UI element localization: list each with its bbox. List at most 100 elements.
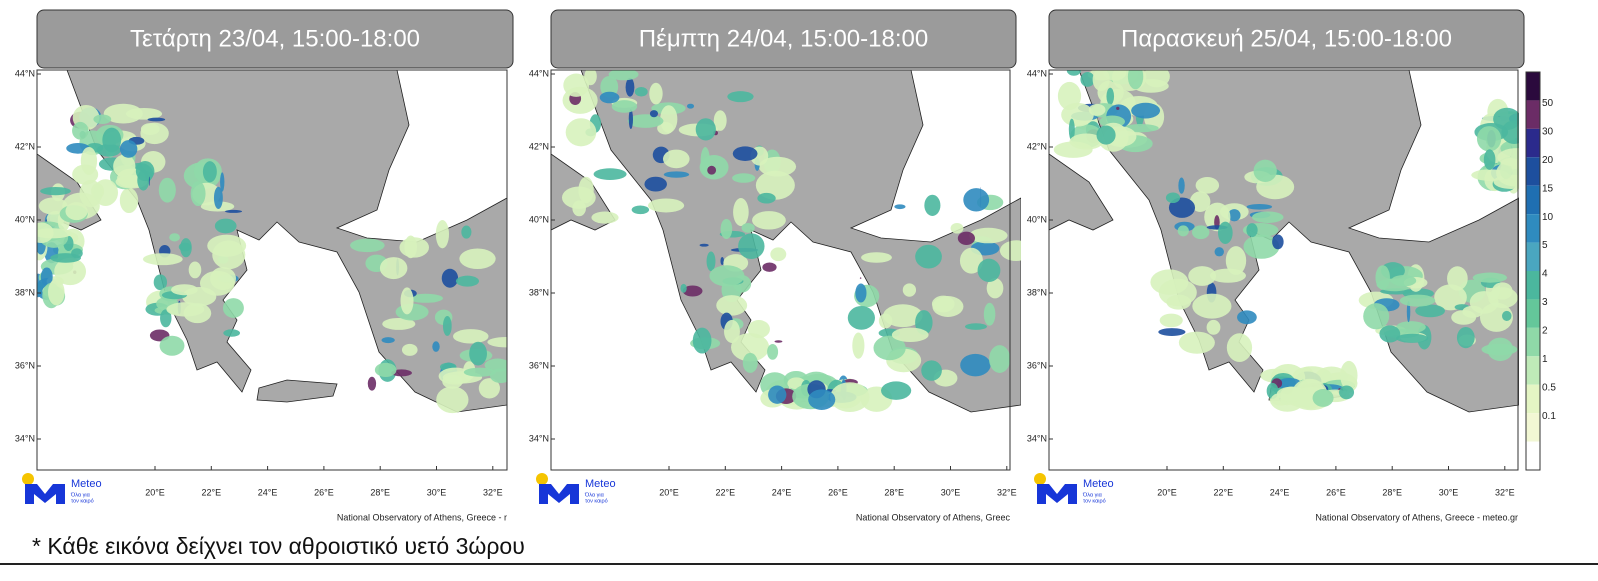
- latitude-label: 38°N: [529, 287, 549, 297]
- precipitation-area: [103, 103, 143, 124]
- latitude-label: 44°N: [1027, 68, 1047, 78]
- precipitation-area: [983, 302, 996, 326]
- precipitation-area: [649, 110, 658, 118]
- precipitation-area: [72, 121, 89, 140]
- latitude-label: 34°N: [15, 433, 35, 443]
- colorbar-label: 0.5: [1542, 382, 1556, 393]
- precipitation-area: [1312, 389, 1334, 407]
- precipitation-area: [921, 360, 942, 381]
- precipitation-area: [741, 222, 755, 233]
- precipitation-area: [442, 315, 452, 336]
- precipitation-area: [1456, 326, 1475, 349]
- precipitation-area: [742, 352, 758, 373]
- precipitation-area: [1206, 319, 1221, 335]
- credit: National Observatory of Athens, Greece -…: [1315, 512, 1518, 522]
- precipitation-area: [878, 313, 893, 329]
- precipitation-area: [986, 277, 1004, 299]
- precipitation-area: [969, 227, 1008, 244]
- precipitation-area: [1165, 192, 1181, 203]
- colorbar-label: 4: [1542, 269, 1548, 280]
- precipitation-area: [1209, 268, 1246, 283]
- map: [37, 70, 507, 470]
- precipitation-area: [732, 146, 758, 161]
- logo-tagline: Όλα για: [1082, 492, 1103, 498]
- latitude-label: 36°N: [15, 360, 35, 370]
- precipitation-area: [1177, 225, 1189, 237]
- precipitation-area: [159, 335, 185, 356]
- longitude-label: 30°E: [941, 487, 961, 497]
- precipitation-area: [861, 252, 892, 263]
- colorbar-band: [1526, 413, 1540, 442]
- precipitation-area: [999, 240, 1021, 261]
- map-frame: [36, 69, 508, 471]
- precipitation-area: [649, 82, 663, 105]
- precipitation-area: [724, 319, 740, 344]
- precipitation-area: [733, 198, 749, 227]
- precipitation-area: [682, 285, 703, 297]
- colorbar-band: [1526, 271, 1540, 300]
- precipitation-area: [1472, 272, 1508, 283]
- precipitation-area: [463, 367, 496, 377]
- precipitation-area: [847, 305, 875, 330]
- latitude-label: 36°N: [529, 360, 549, 370]
- panel-header: [1048, 9, 1525, 69]
- precipitation-area: [873, 335, 906, 361]
- precipitation-area: [662, 149, 690, 169]
- precipitation-area: [1192, 293, 1232, 319]
- colorbar-band: [1526, 242, 1540, 271]
- precipitation-area: [1399, 294, 1436, 307]
- credit: National Observatory of Athens, Greec: [856, 512, 1011, 522]
- precipitation-area: [663, 171, 690, 178]
- latitude-label: 38°N: [15, 287, 35, 297]
- precipitation-area: [459, 248, 496, 269]
- latitude-label: 44°N: [529, 68, 549, 78]
- precipitation-area: [119, 140, 138, 158]
- precipitation-area: [158, 177, 176, 203]
- precipitation-area: [40, 267, 53, 287]
- precipitation-area: [1396, 333, 1429, 343]
- logo-tagline: τον καιρό: [585, 497, 608, 504]
- precipitation-area: [435, 220, 450, 249]
- longitude-label: 30°E: [1439, 487, 1459, 497]
- precipitation-area: [401, 343, 418, 356]
- precipitation-area: [478, 378, 500, 399]
- precipitation-area: [1158, 278, 1197, 307]
- latitude-label: 38°N: [1027, 287, 1047, 297]
- precipitation-area: [808, 389, 836, 410]
- precipitation-area: [113, 154, 136, 178]
- precipitation-area: [400, 287, 414, 315]
- precipitation-area: [1092, 70, 1110, 92]
- precipitation-area: [883, 304, 923, 328]
- precipitation-area: [600, 75, 619, 98]
- precipitation-area: [859, 277, 862, 279]
- latitude-label: 40°N: [1027, 214, 1047, 224]
- precipitation-area: [222, 298, 244, 318]
- colorbar-band: [1526, 157, 1540, 186]
- colorbar-label: 5: [1542, 240, 1548, 251]
- precipitation-area: [178, 242, 192, 252]
- longitude-label: 26°E: [828, 487, 848, 497]
- precipitation-area: [752, 211, 786, 230]
- precipitation-area: [169, 233, 180, 242]
- precipitation-area: [160, 309, 172, 328]
- credit: National Observatory of Athens, Greece -…: [337, 512, 507, 522]
- precipitation-area: [767, 343, 779, 360]
- precipitation-area: [1237, 310, 1257, 325]
- precipitation-area: [487, 336, 507, 348]
- map-frame: [1048, 69, 1519, 471]
- longitude-label: 28°E: [884, 487, 904, 497]
- precipitation-area: [768, 385, 787, 404]
- precipitation-area: [1158, 328, 1186, 336]
- precipitation-area: [578, 176, 594, 204]
- logo-name: Meteo: [1083, 478, 1114, 490]
- colorbar-band: [1526, 214, 1540, 243]
- precipitation-area: [1340, 360, 1358, 390]
- logo-dot: [22, 473, 34, 485]
- latitude-label: 44°N: [15, 68, 35, 78]
- latitude-label: 42°N: [529, 141, 549, 151]
- precipitation-area: [758, 156, 797, 177]
- precipitation-area: [720, 256, 724, 266]
- precipitation-area: [1483, 149, 1496, 170]
- precipitation-area: [37, 222, 54, 244]
